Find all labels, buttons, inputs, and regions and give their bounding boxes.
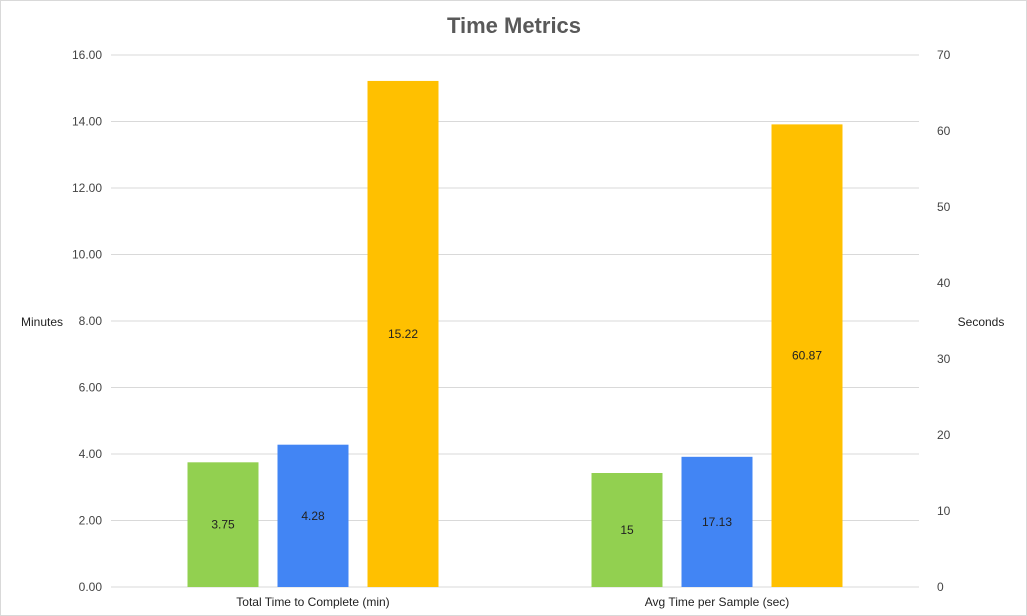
y-left-tick-label: 12.00 [72, 181, 102, 195]
y-axis-right-title: Seconds [958, 315, 1005, 329]
chart-title: Time Metrics [447, 13, 581, 38]
y-right-tick-label: 0 [937, 580, 944, 594]
bar-value-label: 4.28 [301, 509, 325, 523]
y-right-tick-label: 40 [937, 276, 951, 290]
y-axis-right-ticks: 0 10 20 30 40 50 60 70 [937, 48, 951, 594]
bar [771, 124, 843, 587]
bar [367, 80, 439, 587]
y-right-tick-label: 20 [937, 428, 951, 442]
bar [277, 444, 349, 587]
y-right-tick-label: 70 [937, 48, 951, 62]
bar [591, 473, 663, 587]
y-left-tick-label: 8.00 [79, 314, 103, 328]
y-axis-left-title: Minutes [21, 315, 63, 329]
bar-value-label: 15.22 [388, 327, 418, 341]
bar-value-label: 17.13 [702, 515, 732, 529]
bar-value-label: 60.87 [792, 349, 822, 363]
y-right-tick-label: 10 [937, 504, 951, 518]
y-left-tick-label: 2.00 [79, 514, 103, 528]
x-category-label: Total Time to Complete (min) [236, 595, 389, 609]
y-left-tick-label: 0.00 [79, 580, 103, 594]
bars: 3.75 4.28 15.22 15 17.13 60.87 [187, 80, 843, 587]
bar [681, 456, 753, 587]
y-right-tick-label: 50 [937, 200, 951, 214]
bar-value-label: 3.75 [211, 518, 235, 532]
bar [187, 462, 259, 587]
x-category-label: Avg Time per Sample (sec) [645, 595, 790, 609]
bar-value-label: 15 [620, 523, 634, 537]
y-left-tick-label: 6.00 [79, 381, 103, 395]
y-left-tick-label: 4.00 [79, 447, 103, 461]
y-left-tick-label: 10.00 [72, 248, 102, 262]
y-axis-left-ticks: 0.00 2.00 4.00 6.00 8.00 10.00 12.00 14.00 16.00 [72, 48, 102, 594]
x-axis-categories: Total Time to Complete (min) Avg Time per… [236, 595, 789, 609]
y-left-tick-label: 14.00 [72, 115, 102, 129]
y-right-tick-label: 30 [937, 352, 951, 366]
y-right-tick-label: 60 [937, 124, 951, 138]
y-left-tick-label: 16.00 [72, 48, 102, 62]
